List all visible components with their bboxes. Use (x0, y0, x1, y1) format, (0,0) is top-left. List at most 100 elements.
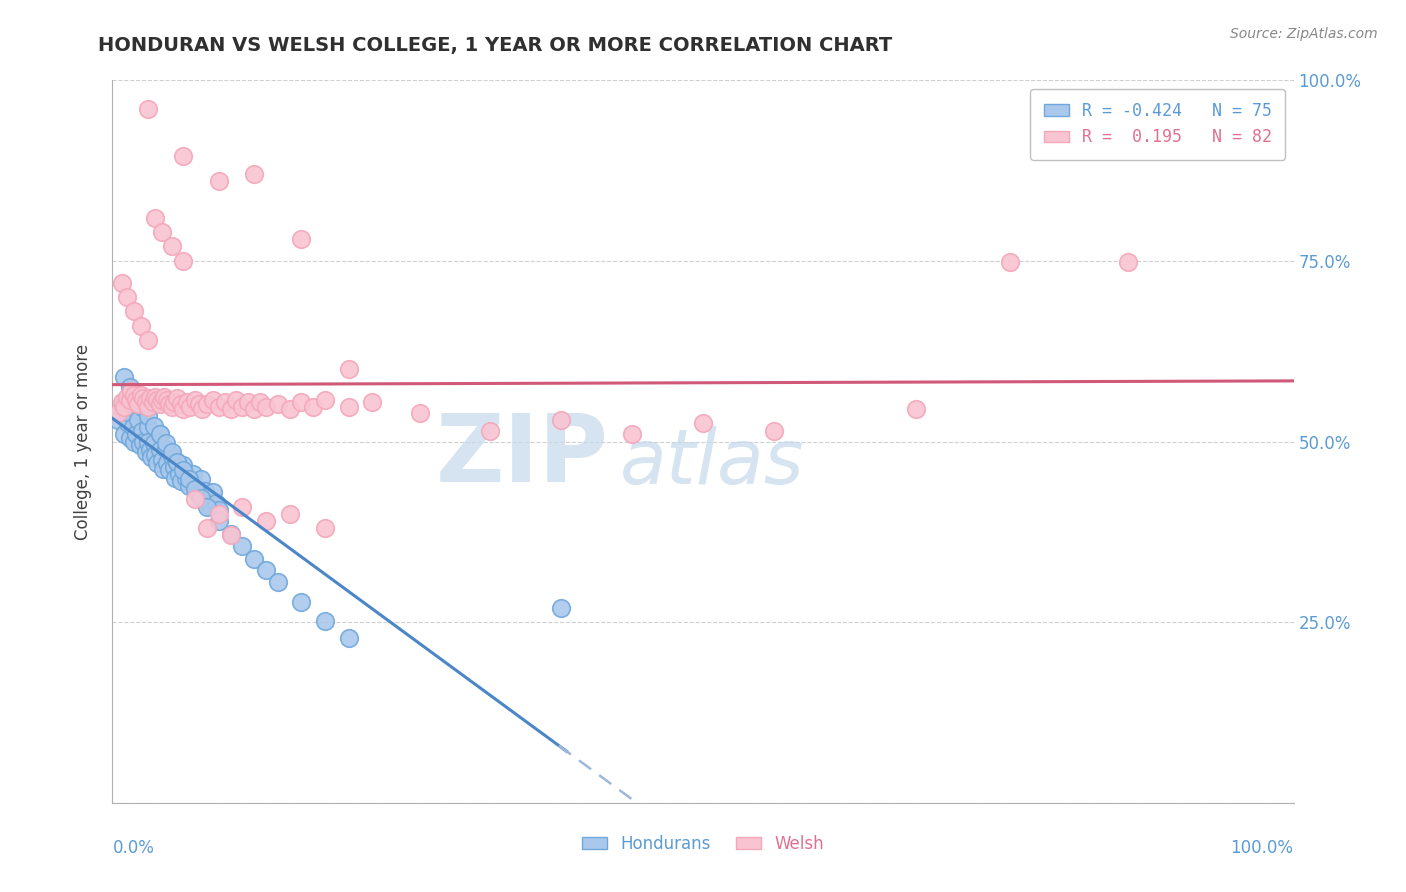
Point (762, 424, 785, 438)
Point (127, 397, 149, 411)
Point (179, 400, 201, 414)
Point (120, 392, 142, 407)
Point (621, 427, 644, 442)
Point (125, 427, 148, 442)
Point (231, 500, 253, 514)
Point (112, 400, 135, 414)
Point (198, 498, 221, 512)
Point (160, 445, 183, 459)
Point (163, 459, 186, 474)
Point (208, 514, 231, 528)
Point (208, 503, 231, 517)
Point (167, 467, 190, 481)
Point (172, 463, 194, 477)
Point (115, 390, 138, 404)
Point (160, 239, 183, 253)
Point (120, 406, 142, 420)
Point (149, 443, 172, 458)
Point (314, 392, 336, 407)
Point (160, 400, 183, 414)
Point (127, 413, 149, 427)
Point (139, 391, 162, 405)
Point (143, 390, 166, 404)
Point (136, 434, 159, 449)
Point (314, 614, 336, 628)
Point (408, 406, 430, 420)
Point (184, 492, 207, 507)
Point (191, 402, 214, 417)
Point (132, 434, 155, 449)
Point (243, 551, 266, 566)
Point (201, 485, 224, 500)
Point (155, 436, 177, 450)
Point (157, 397, 180, 411)
Point (111, 276, 134, 290)
Point (121, 420, 143, 434)
Point (238, 394, 260, 409)
Point (190, 472, 212, 486)
Point (302, 400, 325, 414)
Point (208, 507, 231, 521)
Point (136, 400, 159, 414)
Point (111, 394, 134, 409)
Point (184, 478, 207, 492)
Point (107, 406, 129, 420)
Point (195, 492, 218, 507)
Point (117, 417, 139, 431)
Point (243, 402, 266, 417)
Point (254, 400, 277, 414)
Point (170, 475, 193, 489)
Point (208, 400, 231, 414)
Point (166, 455, 188, 469)
Legend: Hondurans, Welsh: Hondurans, Welsh (575, 828, 831, 860)
Point (157, 463, 180, 477)
Point (186, 486, 208, 500)
Point (243, 167, 266, 181)
Point (290, 595, 312, 609)
Point (278, 507, 301, 521)
Point (136, 102, 159, 116)
Point (290, 232, 312, 246)
Point (131, 400, 153, 414)
Point (143, 448, 166, 462)
Point (122, 434, 145, 449)
Point (179, 472, 201, 486)
Point (172, 458, 194, 472)
Point (142, 418, 165, 433)
Point (128, 438, 150, 452)
Text: 0.0%: 0.0% (112, 838, 155, 857)
Point (337, 400, 360, 414)
Point (150, 225, 173, 239)
Point (184, 392, 207, 407)
Point (122, 387, 145, 401)
Point (214, 394, 236, 409)
Point (166, 455, 188, 469)
Text: ZIP: ZIP (436, 410, 609, 502)
Point (165, 470, 187, 484)
Point (692, 417, 714, 431)
Point (136, 334, 159, 348)
Point (254, 563, 277, 577)
Point (150, 452, 173, 467)
Point (550, 600, 572, 615)
Point (172, 253, 194, 268)
Point (152, 462, 174, 476)
Point (112, 394, 135, 409)
Point (107, 413, 129, 427)
Point (129, 318, 152, 333)
Point (231, 400, 253, 414)
Point (120, 431, 142, 445)
Point (142, 394, 165, 409)
Point (155, 442, 177, 456)
Point (143, 211, 166, 225)
Point (132, 391, 155, 405)
Point (254, 514, 277, 528)
Point (129, 387, 152, 401)
Point (231, 539, 253, 553)
Point (139, 443, 162, 458)
Point (156, 392, 179, 407)
Point (219, 528, 242, 542)
Point (111, 402, 134, 417)
Point (166, 391, 188, 405)
Point (176, 394, 198, 409)
